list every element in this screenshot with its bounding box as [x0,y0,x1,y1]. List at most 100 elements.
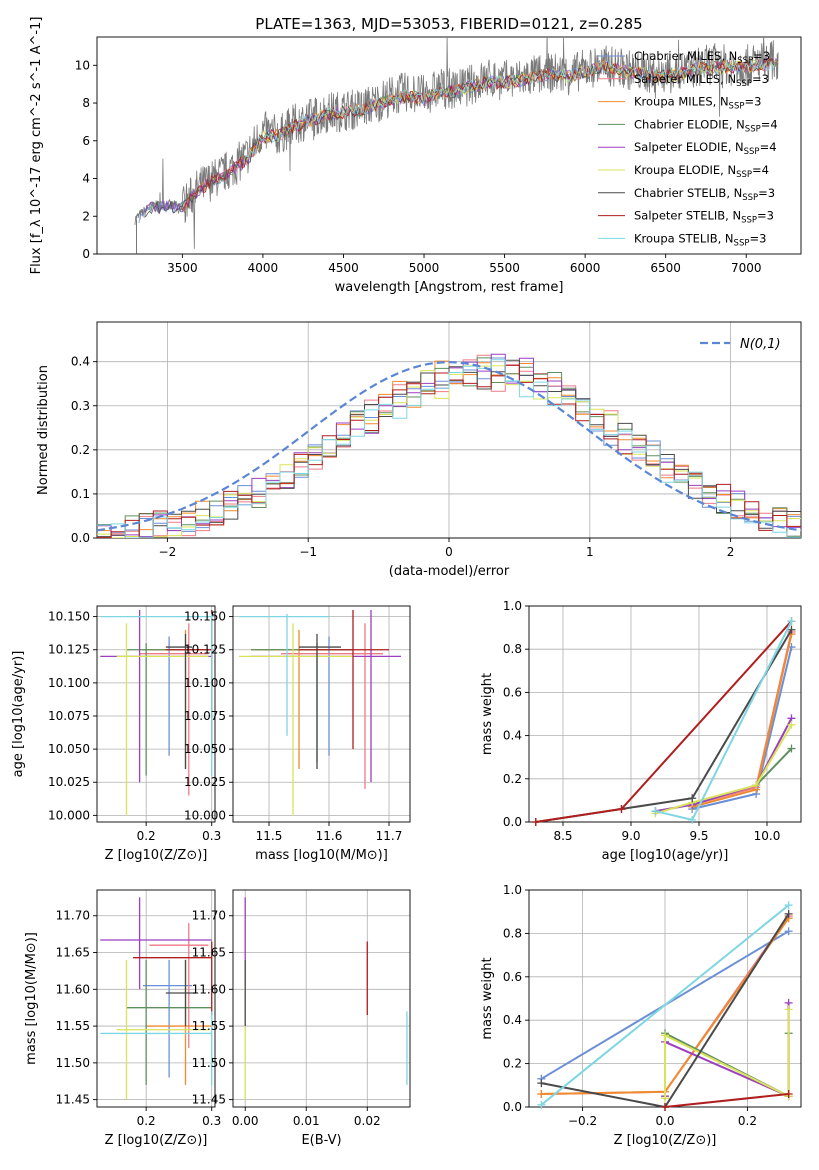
y-tick-label: 10.125 [184,643,226,657]
weight_vs_Z-lines [537,901,793,1111]
x-tick-label: 11.7 [376,829,403,843]
legend-entry: Kroupa ELODIE, NSSP=4 [634,163,769,180]
mass_vs_Z-errorbars [100,897,213,1100]
y-tick-label: 0.8 [503,642,522,656]
y-tick-label: 10.000 [48,808,90,822]
legend-entry: Kroupa MILES, NSSP=3 [634,95,761,112]
y-tick-label: 6 [82,134,90,148]
spectrum-legend: Chabrier MILES, NSSP=3 Salpeter MILES, NS… [598,49,778,248]
x-tick-label: −2 [159,545,177,559]
x-tick-label: 0.02 [354,1114,381,1128]
y-tick-label: 10.075 [48,709,90,723]
weight-marker [784,909,793,918]
mass_vs_EBV-frame [232,889,411,1108]
model-spectrum-line [246,57,779,161]
residual-histograms [97,353,801,538]
legend-entry: Salpeter MILES, NSSP=3 [634,72,769,89]
y-axis-label: Normed distribution [36,365,51,495]
legend-subscript: SSP [734,238,750,248]
y-tick-label: 1.0 [503,883,522,897]
y-tick-label: 10.100 [184,676,226,690]
weight-marker [784,1005,793,1014]
mass_vs_EBV-axes: 0.00 0.01 0.02 11.45 11.50 11.55 11.60 11.65 11.… [192,889,411,1148]
legend-subscript: SSP [745,124,761,134]
weight-marker [787,617,796,626]
x-tick-label: 0.2 [137,1114,156,1128]
y-tick-label: 11.65 [192,946,226,960]
legend-subscript: SSP [741,216,757,226]
y-tick-label: 1.0 [503,599,522,613]
x-axis-label: (data-model)/error [389,564,510,579]
y-tick-label: 0.8 [503,926,522,940]
mass_vs_Z-axes: 0.2 0.3 11.45 11.50 11.55 11.60 11.65 11.70 Z [l… [24,889,221,1148]
figure-title: PLATE=1363, MJD=53053, FIBERID=0121, z=0… [255,15,642,33]
x-axis-label: Z [log10(Z/Z⊙)] [614,1133,717,1148]
x-tick-label: 0.2 [738,1114,757,1128]
weight-marker [787,720,796,729]
x-axis-label: wavelength [Angstrom, rest frame] [335,280,564,295]
weight-marker [784,901,793,910]
x-tick-label: 6500 [650,261,681,275]
x-tick-label: 4500 [328,261,359,275]
weight-marker [531,818,540,826]
x-tick-label: 3500 [167,261,198,275]
weight-line [664,1002,790,1098]
y-tick-label: 11.55 [56,1019,90,1033]
x-tick-label: 0.00 [232,1114,259,1128]
x-tick-label: 5000 [409,261,440,275]
weight-marker [688,815,697,824]
legend-suffix: =3 [749,231,766,245]
y-tick-label: 10.150 [184,610,226,624]
age_vs_Z-frame [96,605,216,823]
weight-marker [661,1094,669,1103]
weight-marker [787,625,796,634]
y-tick-label: 8 [82,96,90,110]
legend-subscript: SSP [737,56,753,66]
y-tick-label: 10.075 [184,709,226,723]
x-tick-label: 6000 [570,261,601,275]
y-tick-label: 11.50 [56,1056,90,1070]
legend-subscript: SSP [729,102,745,112]
x-tick-label: 0.0 [655,1114,674,1128]
residuals-frame [96,321,802,539]
x-tick-label: 9.5 [689,829,708,843]
legend-subscript: SSP [744,147,760,157]
y-tick-label: 11.45 [56,1093,90,1107]
x-tick-label: 1 [586,545,594,559]
y-tick-label: 2 [82,209,90,223]
weight-marker [651,807,660,816]
weight-line [655,724,793,815]
x-axis-label: Z [log10(Z/Z⊙)] [105,1133,208,1148]
weight-marker [787,744,796,753]
y-tick-label: 10.050 [48,742,90,756]
x-tick-label: 8.5 [553,829,572,843]
y-tick-label: 0.4 [503,729,522,743]
y-tick-label: 0.3 [71,399,90,413]
x-tick-label: 0.01 [293,1114,320,1128]
x-tick-label: 10.0 [754,829,781,843]
x-tick-label: 2 [727,545,735,559]
x-tick-label: 0.3 [202,1114,221,1128]
weight-marker [784,927,793,936]
spectrum-frame [96,36,802,255]
legend-entry: N(0,1) [740,337,781,352]
weight_vs_age-frame [528,605,802,823]
x-tick-label: 7000 [731,261,762,275]
legend-suffix: =3 [753,49,770,63]
y-tick-label: 0.0 [71,531,90,545]
residual-histogram-step [97,359,801,538]
y-tick-label: 0.1 [71,487,90,501]
x-tick-label: 4000 [248,261,279,275]
legend-suffix: =3 [752,72,769,86]
legend-subscript: SSP [742,193,758,203]
y-tick-label: 0.6 [503,970,522,984]
y-tick-label: 10.025 [184,775,226,789]
y-tick-label: 0.0 [503,815,522,829]
spectrum-lines [134,37,779,254]
y-tick-label: 10 [75,58,90,72]
legend-suffix: =4 [752,163,769,177]
y-tick-label: 10.025 [48,775,90,789]
legend-suffix: =3 [757,209,774,223]
x-tick-label: 11.6 [316,829,343,843]
y-tick-label: 0.0 [503,1100,522,1114]
